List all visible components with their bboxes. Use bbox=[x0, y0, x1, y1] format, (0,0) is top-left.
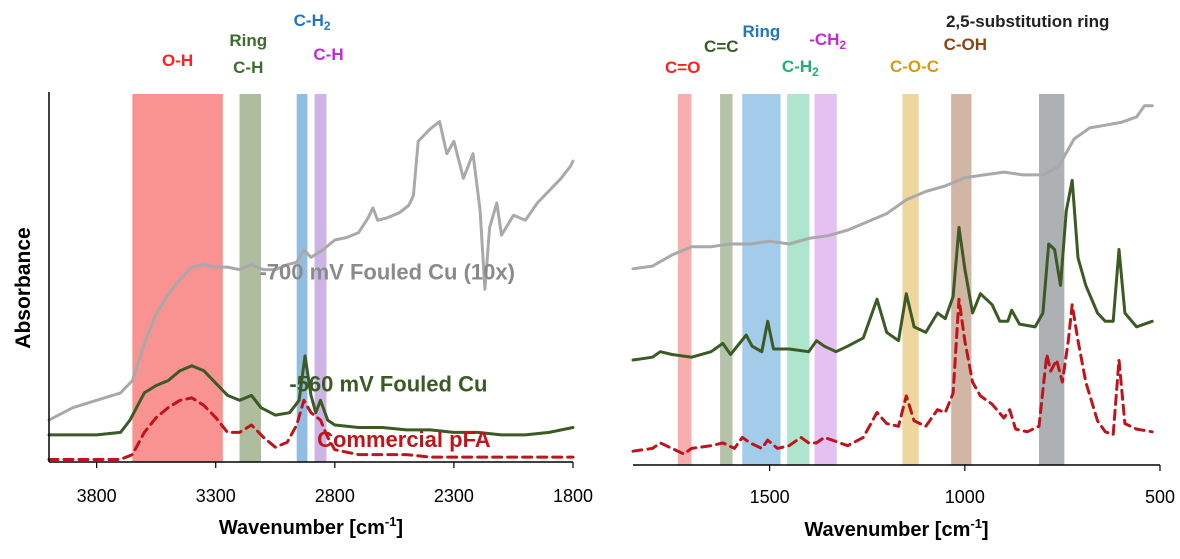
absorption-bands-layer bbox=[132, 94, 1065, 465]
right-x-axis-label: Wavenumber [cm-1] bbox=[804, 516, 988, 541]
right-band-c-o bbox=[677, 94, 692, 465]
left-series-700-mv-fouled-cu-10x bbox=[47, 120, 575, 422]
right-band-c-h2 bbox=[787, 94, 810, 465]
left-series-commercial-pfa bbox=[47, 396, 575, 461]
right-band-label-2-5-substitution-ring: 2,5-substitution ring bbox=[946, 12, 1109, 31]
left-band-label-c-h: C-H bbox=[313, 45, 343, 64]
right-band-label-ch2: -CH2 bbox=[809, 30, 846, 52]
right-band-c-oh bbox=[951, 94, 972, 465]
left-band-label-c-h: C-H bbox=[233, 58, 263, 77]
right-tick-label-1000: 1000 bbox=[945, 487, 985, 507]
right-band-label-c-o-c: C-O-C bbox=[890, 57, 939, 76]
right-band-label-c-o: C=O bbox=[665, 58, 700, 77]
right-series-700-mv-fouled-cu-10x bbox=[631, 104, 1154, 271]
series-label-commercial-pfa: Commercial pFA bbox=[317, 427, 491, 452]
right-band-c-o-c bbox=[902, 94, 919, 465]
left-band-c-h bbox=[314, 94, 327, 462]
right-band-label-c-oh: C-OH bbox=[944, 35, 987, 54]
left-band-ring bbox=[239, 94, 261, 462]
left-tick-label-2800: 2800 bbox=[315, 486, 355, 506]
right-band-c-c bbox=[720, 94, 733, 465]
left-band-o-h bbox=[132, 94, 223, 462]
right-series-commercial-pfa bbox=[631, 297, 1154, 456]
left-tick-label-2300: 2300 bbox=[434, 486, 474, 506]
left-series-560-mv-fouled-cu bbox=[47, 354, 575, 437]
right-series-560-mv-fouled-cu bbox=[631, 178, 1154, 362]
y-axis-label: Absorbance bbox=[12, 227, 35, 348]
left-band-label-c-h2: C-H2 bbox=[294, 11, 331, 33]
left-band-c-h2 bbox=[296, 94, 308, 462]
left-tick-label-3800: 3800 bbox=[77, 486, 117, 506]
axes-layer: 3800 3300 2800 2300 1800 Wavenumber [cm-1] 150… bbox=[48, 92, 1175, 541]
right-band-ring bbox=[742, 94, 781, 465]
right-tick-label-500: 500 bbox=[1145, 487, 1175, 507]
left-band-label-ring: Ring bbox=[229, 31, 267, 50]
right-band-label-c-h2: C-H2 bbox=[782, 57, 819, 79]
left-tick-label-3300: 3300 bbox=[196, 486, 236, 506]
right-tick-label-1500: 1500 bbox=[750, 487, 790, 507]
left-x-axis-label: Wavenumber [cm-1] bbox=[219, 514, 403, 539]
left-band-label-o-h: O-H bbox=[162, 51, 193, 70]
spectra-series-layer bbox=[47, 104, 1154, 461]
right-band-ch2 bbox=[814, 94, 837, 465]
labels-layer: O-H Ring C-H C-H2 C-H -700 mV Fouled Cu (10x)… bbox=[162, 11, 1109, 452]
right-band-label-c-c: C=C bbox=[704, 37, 738, 56]
left-tick-label-1800: 1800 bbox=[553, 486, 593, 506]
right-band-label-ring: Ring bbox=[743, 22, 781, 41]
series-label-700-mv-fouled-cu-10x: -700 mV Fouled Cu (10x) bbox=[259, 259, 515, 284]
series-label-560-mv-fouled-cu: -560 mV Fouled Cu bbox=[289, 372, 487, 397]
